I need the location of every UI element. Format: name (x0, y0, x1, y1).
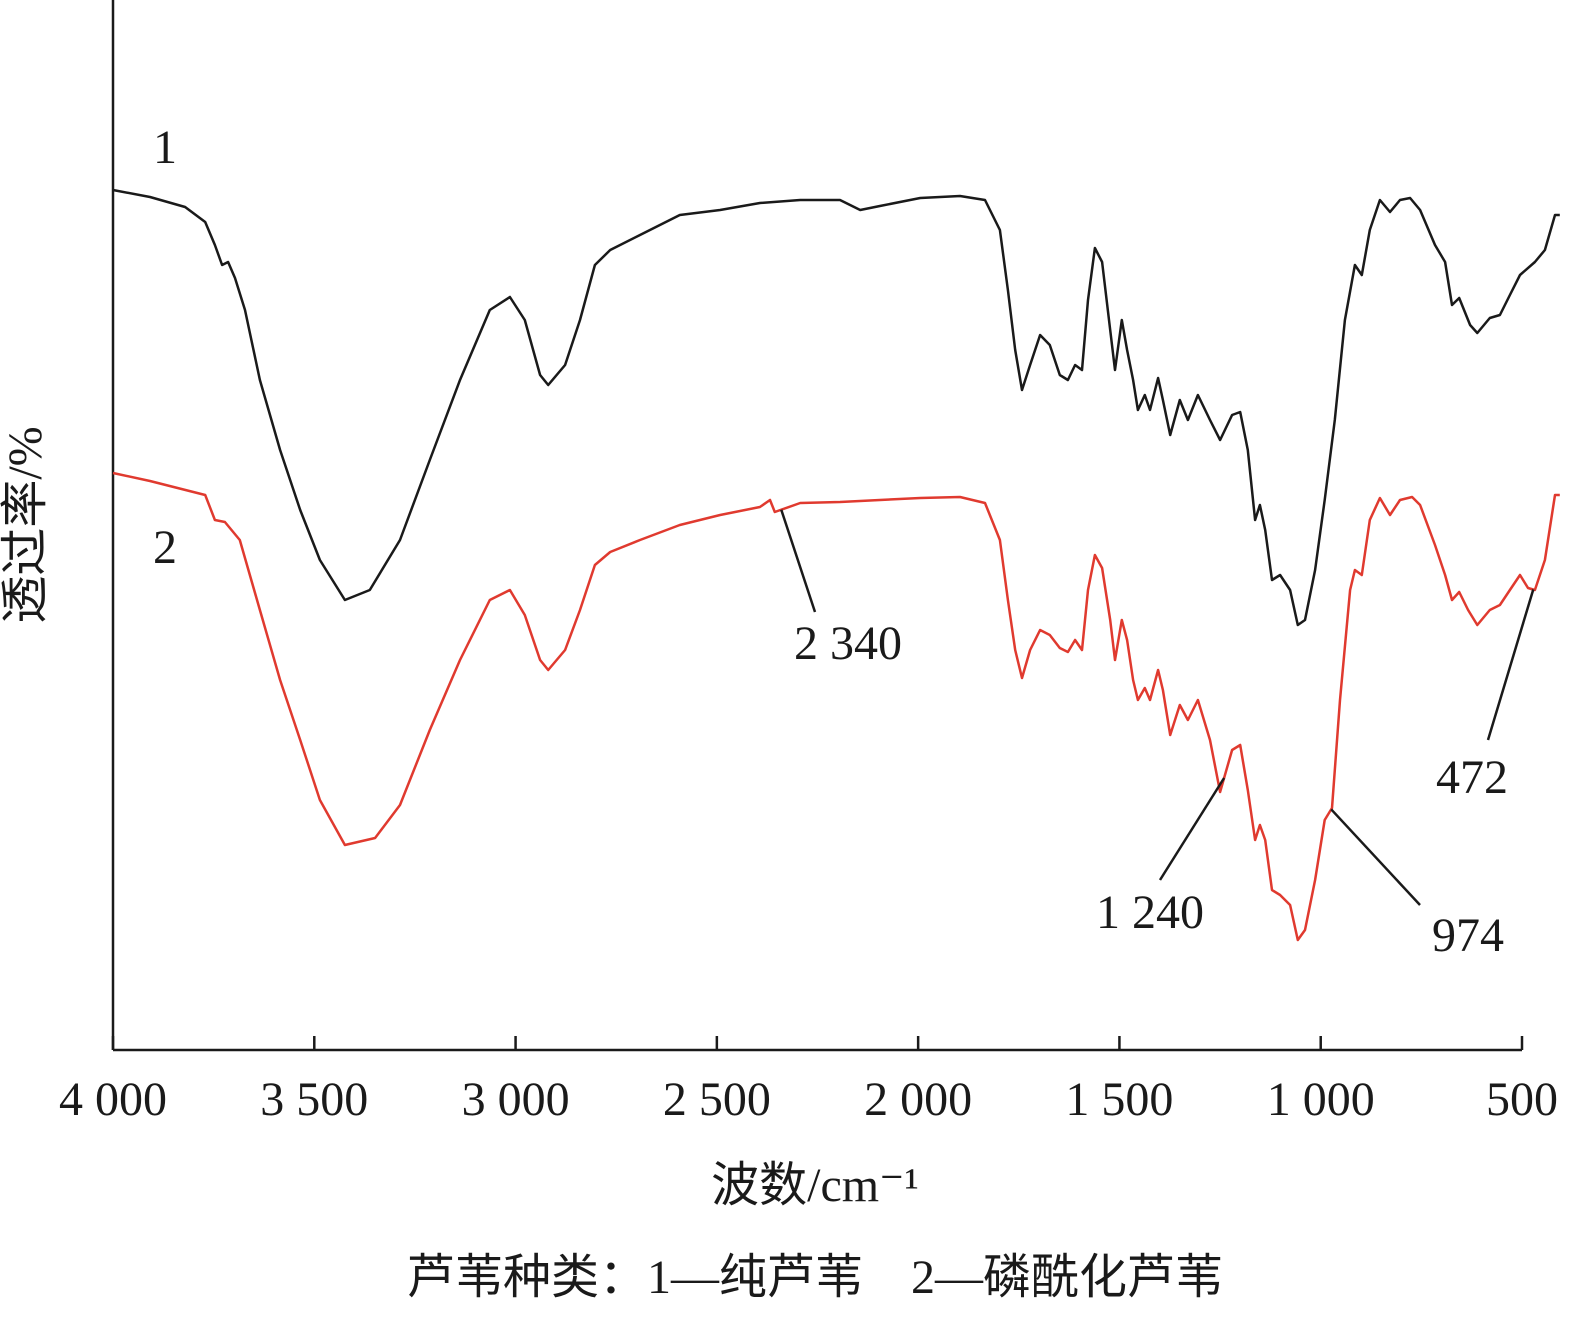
annotation-leader (1486, 589, 1535, 741)
x-axis-label: 波数/cm⁻¹ (711, 1159, 919, 1212)
series-label: 2 (153, 521, 177, 574)
x-tick-label: 3 000 (462, 1073, 570, 1126)
caption: 芦苇种类：1—纯芦苇 2—磷酰化芦苇 (407, 1251, 1223, 1304)
x-tick-label: 1 500 (1065, 1073, 1173, 1126)
annotation-leader (1158, 777, 1226, 881)
x-tick-label: 3 500 (260, 1073, 368, 1126)
spectrum-line (112, 188, 1560, 627)
x-tick-label: 2 500 (663, 1073, 771, 1126)
series-label: 1 (153, 121, 177, 174)
y-axis-label: 透过率/% (0, 426, 52, 623)
annotation-label: 1 240 (1096, 886, 1204, 939)
spectrum-line (112, 471, 1560, 942)
annotation-label: 974 (1432, 909, 1504, 962)
annotation-leader (1330, 808, 1421, 906)
x-tick-label: 500 (1486, 1073, 1558, 1126)
x-tick-label: 2 000 (864, 1073, 972, 1126)
annotation-label: 472 (1436, 751, 1508, 804)
annotation-label: 2 340 (794, 617, 902, 670)
annotation-leader (780, 509, 817, 613)
x-tick-label: 1 000 (1267, 1073, 1375, 1126)
x-tick-label: 4 000 (59, 1073, 167, 1126)
